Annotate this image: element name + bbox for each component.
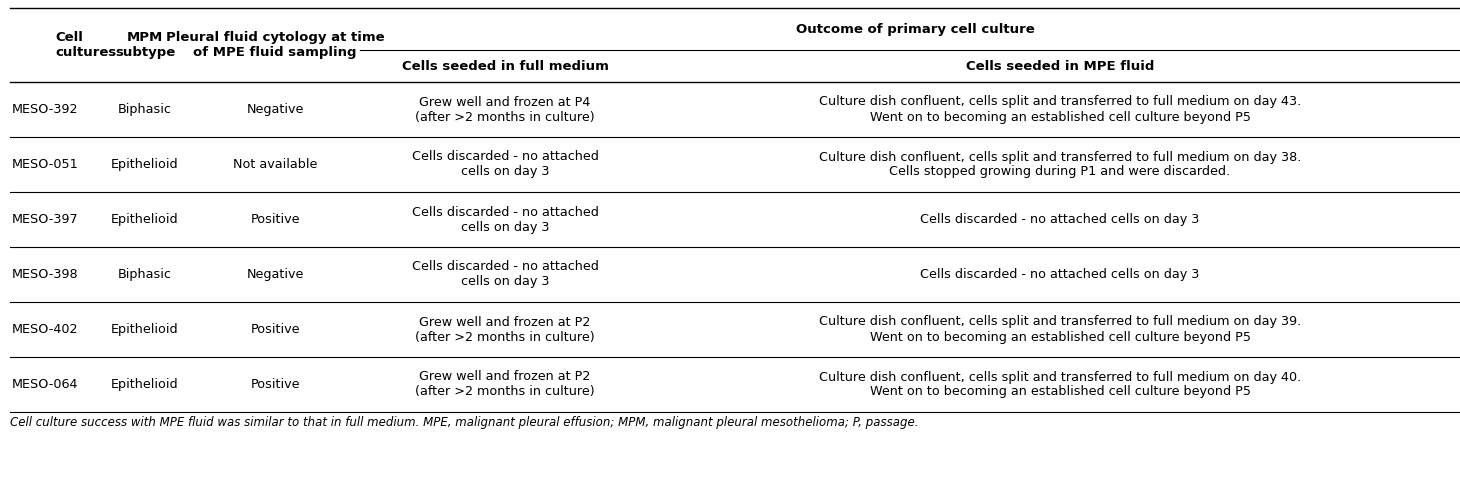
Text: MESO-392: MESO-392 xyxy=(12,103,79,116)
Text: Culture dish confluent, cells split and transferred to full medium on day 43.
We: Culture dish confluent, cells split and … xyxy=(819,96,1301,124)
Text: Grew well and frozen at P2
(after >2 months in culture): Grew well and frozen at P2 (after >2 mon… xyxy=(415,315,594,343)
Text: Culture dish confluent, cells split and transferred to full medium on day 39.
We: Culture dish confluent, cells split and … xyxy=(819,315,1301,343)
Text: Negative: Negative xyxy=(247,268,304,281)
Text: Grew well and frozen at P2
(after >2 months in culture): Grew well and frozen at P2 (after >2 mon… xyxy=(415,370,594,398)
Text: Epithelioid: Epithelioid xyxy=(111,213,178,226)
Text: Cells discarded - no attached
cells on day 3: Cells discarded - no attached cells on d… xyxy=(412,151,599,179)
Text: Epithelioid: Epithelioid xyxy=(111,323,178,336)
Text: MESO-064: MESO-064 xyxy=(12,378,79,391)
Text: Positive: Positive xyxy=(250,213,299,226)
Text: Negative: Negative xyxy=(247,103,304,116)
Text: Outcome of primary cell culture: Outcome of primary cell culture xyxy=(796,23,1034,35)
Text: Cell
cultures: Cell cultures xyxy=(55,31,117,59)
Text: Positive: Positive xyxy=(250,323,299,336)
Text: Positive: Positive xyxy=(250,378,299,391)
Text: Culture dish confluent, cells split and transferred to full medium on day 40.
We: Culture dish confluent, cells split and … xyxy=(819,370,1301,398)
Text: MESO-402: MESO-402 xyxy=(12,323,79,336)
Text: Cells seeded in full medium: Cells seeded in full medium xyxy=(402,59,609,72)
Text: MPM
subtype: MPM subtype xyxy=(115,31,175,59)
Text: Biphasic: Biphasic xyxy=(118,268,172,281)
Text: MESO-051: MESO-051 xyxy=(12,158,79,171)
Text: Cells seeded in MPE fluid: Cells seeded in MPE fluid xyxy=(967,59,1155,72)
Text: Epithelioid: Epithelioid xyxy=(111,158,178,171)
Text: Cells discarded - no attached
cells on day 3: Cells discarded - no attached cells on d… xyxy=(412,260,599,288)
Text: Grew well and frozen at P4
(after >2 months in culture): Grew well and frozen at P4 (after >2 mon… xyxy=(415,96,594,124)
Text: Cells discarded - no attached
cells on day 3: Cells discarded - no attached cells on d… xyxy=(412,205,599,233)
Text: MESO-398: MESO-398 xyxy=(12,268,79,281)
Text: Biphasic: Biphasic xyxy=(118,103,172,116)
Text: Culture dish confluent, cells split and transferred to full medium on day 38.
Ce: Culture dish confluent, cells split and … xyxy=(819,151,1301,179)
Text: Cells discarded - no attached cells on day 3: Cells discarded - no attached cells on d… xyxy=(920,268,1200,281)
Text: Cells discarded - no attached cells on day 3: Cells discarded - no attached cells on d… xyxy=(920,213,1200,226)
Text: Pleural fluid cytology at time
of MPE fluid sampling: Pleural fluid cytology at time of MPE fl… xyxy=(165,31,384,59)
Text: Cell culture success with MPE fluid was similar to that in full medium. MPE, mal: Cell culture success with MPE fluid was … xyxy=(10,416,918,429)
Text: Epithelioid: Epithelioid xyxy=(111,378,178,391)
Text: Not available: Not available xyxy=(232,158,317,171)
Text: MESO-397: MESO-397 xyxy=(12,213,79,226)
